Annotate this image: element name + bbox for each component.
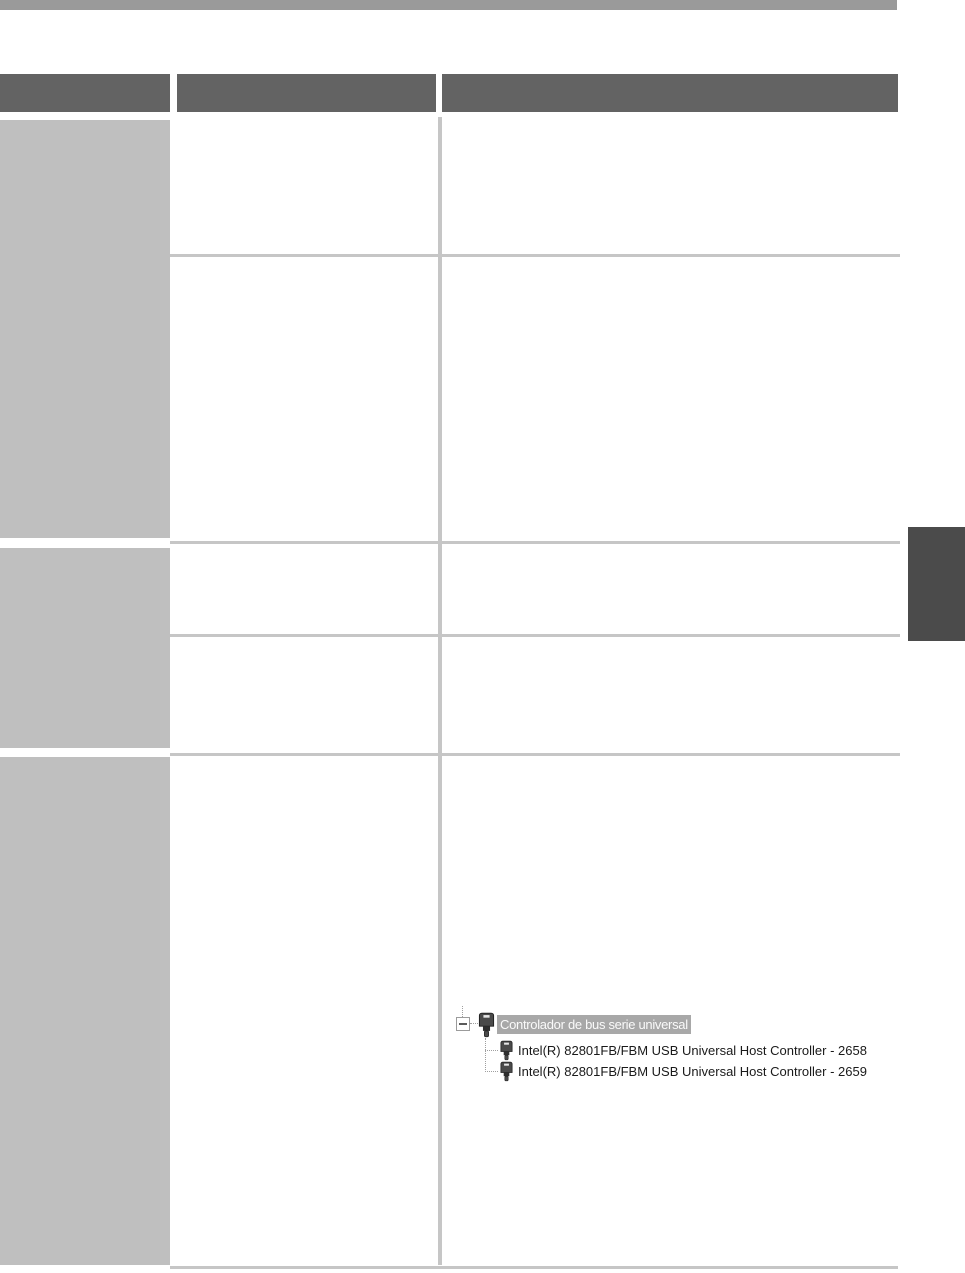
tree-child-node: Intel(R) 82801FB/FBM USB Universal Host …	[518, 1064, 867, 1079]
table-rowheader-cell-2	[0, 548, 170, 748]
tree-root-node: Controlador de bus serie universal	[497, 1015, 691, 1034]
row-separator	[170, 753, 900, 756]
page-top-bar	[0, 0, 897, 10]
table-header-col2	[177, 74, 436, 112]
tree-connector-line	[462, 1006, 463, 1017]
table-header-col3	[442, 74, 898, 112]
row-separator	[170, 254, 900, 257]
row-separator	[170, 541, 900, 544]
usb-device-icon	[500, 1061, 513, 1082]
table-rowheader-cell-3	[0, 757, 170, 1265]
tree-child-node: Intel(R) 82801FB/FBM USB Universal Host …	[518, 1043, 867, 1058]
table-rowheader-cell-1	[0, 120, 170, 538]
usb-device-icon	[478, 1012, 495, 1038]
tree-connector-line	[485, 1038, 486, 1072]
page-edge-tab	[908, 527, 965, 641]
tree-connector-line	[485, 1050, 498, 1051]
usb-device-icon	[500, 1040, 513, 1061]
minus-icon	[459, 1023, 467, 1025]
table-header-col1	[0, 74, 170, 112]
tree-connector-line	[485, 1071, 498, 1072]
tree-collapse-toggle-icon	[456, 1017, 470, 1031]
row-separator	[170, 634, 900, 637]
tree-connector-line	[470, 1023, 478, 1024]
column-divider	[438, 117, 442, 1265]
row-separator	[170, 1266, 898, 1269]
